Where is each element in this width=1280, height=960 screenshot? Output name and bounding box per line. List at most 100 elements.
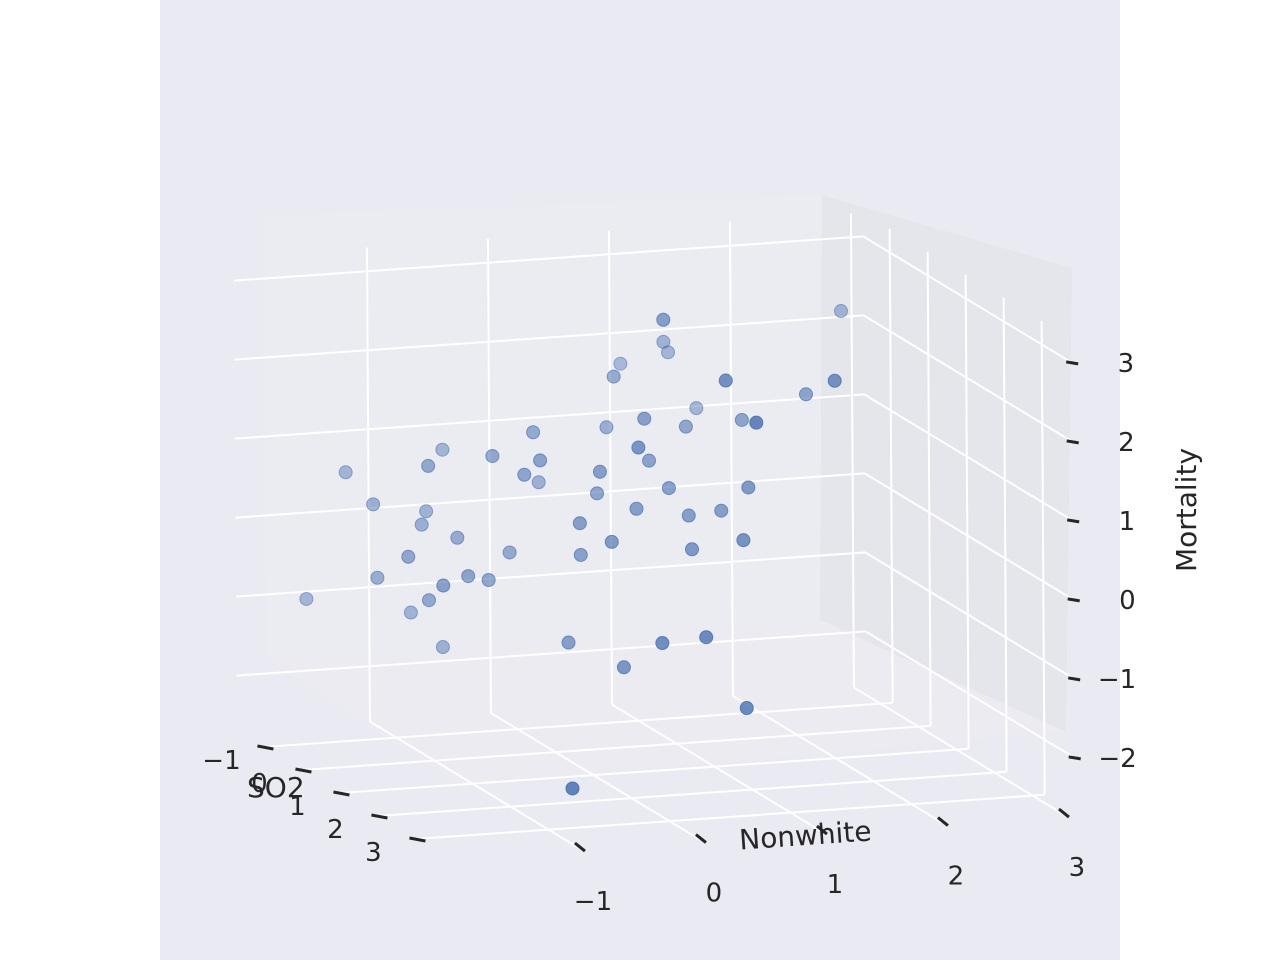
x-tick-label: 3 — [365, 838, 382, 868]
grid-line — [486, 239, 492, 714]
grid-line — [862, 235, 1073, 364]
y-tick — [574, 841, 586, 853]
pane-panels — [263, 195, 1072, 785]
data-point — [366, 497, 381, 512]
grid-line — [234, 314, 864, 361]
y-tick-label: 2 — [948, 862, 965, 892]
data-point — [642, 453, 657, 468]
y-tick — [1058, 807, 1070, 819]
axis-ticks — [257, 360, 1081, 853]
data-point — [592, 464, 607, 479]
data-point — [436, 578, 451, 593]
z-tick-label: −2 — [1098, 744, 1136, 774]
grid-line — [964, 274, 970, 749]
data-point — [435, 640, 450, 655]
y-tick — [937, 816, 949, 827]
grid-line — [234, 393, 865, 440]
z-tick — [1065, 360, 1079, 366]
grid-line — [863, 393, 1074, 522]
data-points — [299, 304, 848, 796]
x-tick — [295, 767, 312, 774]
data-point — [533, 453, 548, 468]
x-tick — [409, 836, 426, 843]
z-tick-label: 1 — [1119, 507, 1136, 537]
data-point — [604, 534, 619, 549]
data-point — [689, 401, 704, 416]
grid-line — [415, 793, 1045, 840]
y-tick-label: −1 — [574, 887, 612, 917]
z-tick — [1066, 518, 1080, 524]
data-point — [299, 591, 314, 606]
data-point — [561, 635, 576, 650]
y-tick-label: 3 — [1069, 853, 1086, 883]
data-point — [450, 530, 465, 545]
data-point — [338, 465, 353, 480]
data-point — [741, 480, 756, 495]
z-tick — [1068, 755, 1081, 761]
data-point — [656, 312, 671, 327]
x-tick-label: 1 — [289, 792, 306, 822]
grid-line — [301, 724, 931, 771]
data-point — [414, 517, 429, 532]
data-point — [419, 504, 434, 519]
grid-line — [339, 747, 969, 794]
grid-line — [365, 247, 371, 722]
z-tick-label: 3 — [1118, 349, 1135, 379]
data-point — [531, 475, 546, 490]
data-point — [606, 369, 621, 384]
data-point — [573, 547, 588, 562]
data-point — [401, 549, 416, 564]
grid-line — [864, 472, 1075, 601]
grid-line — [1002, 297, 1008, 772]
grid-line — [263, 701, 893, 748]
y-tick-label: 0 — [706, 879, 723, 909]
data-point — [526, 425, 541, 440]
data-point — [661, 345, 675, 360]
grid-line — [853, 686, 1064, 815]
x-tick — [371, 813, 388, 820]
grid-line — [233, 235, 864, 282]
x-axis-title: SO2 — [247, 771, 305, 804]
data-point — [421, 458, 436, 473]
z-tick-label: −1 — [1098, 665, 1136, 695]
data-point — [799, 387, 813, 402]
data-point — [655, 636, 670, 651]
back-pane — [263, 195, 822, 660]
data-point — [572, 516, 587, 531]
grid-line — [888, 228, 894, 703]
grid-line — [607, 230, 613, 705]
floor-pane — [268, 620, 1066, 785]
data-point — [485, 449, 500, 464]
y-tick-label: 1 — [827, 870, 844, 900]
data-point — [599, 420, 614, 435]
grid-line — [490, 712, 701, 841]
data-point — [736, 533, 751, 548]
z-axis-title: Mortality — [1170, 448, 1203, 572]
z-tick — [1067, 597, 1080, 603]
data-point — [718, 373, 733, 388]
grid-line — [728, 222, 734, 697]
data-point — [685, 542, 699, 557]
data-point — [656, 334, 671, 349]
x-tick-label: 2 — [327, 815, 344, 845]
data-point — [517, 467, 532, 482]
data-point — [699, 630, 714, 645]
grid-line — [377, 770, 1007, 817]
data-point — [403, 605, 418, 620]
data-point — [681, 508, 696, 523]
data-point — [661, 481, 676, 496]
grid-line — [863, 314, 1074, 443]
grid-line — [1040, 320, 1046, 795]
data-point — [631, 440, 646, 455]
x-tick-label: −1 — [202, 746, 240, 776]
x-tick-label: 0 — [251, 769, 268, 799]
data-point — [590, 486, 605, 501]
grid-lines — [233, 213, 1076, 849]
z-tick-label: 2 — [1118, 428, 1135, 458]
grid-line — [849, 213, 855, 688]
data-point — [461, 569, 476, 584]
grid-line — [235, 472, 865, 519]
data-point — [616, 660, 631, 675]
grid-line — [865, 630, 1076, 759]
